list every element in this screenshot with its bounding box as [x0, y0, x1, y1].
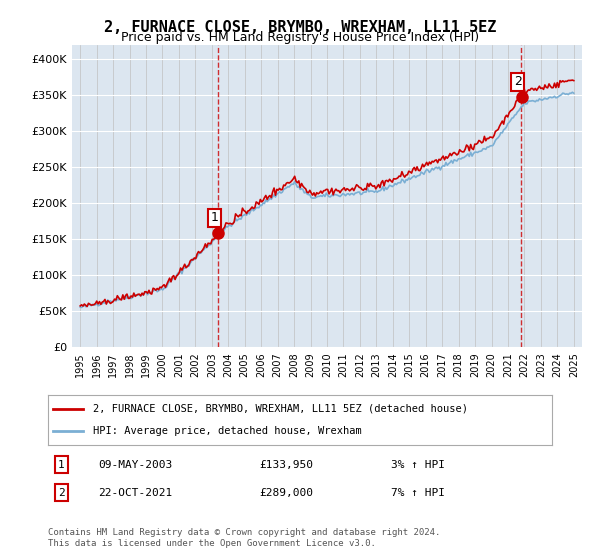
Text: 3% ↑ HPI: 3% ↑ HPI — [391, 460, 445, 470]
Text: 2: 2 — [514, 75, 522, 88]
Text: £289,000: £289,000 — [260, 488, 314, 498]
Text: HPI: Average price, detached house, Wrexham: HPI: Average price, detached house, Wrex… — [94, 426, 362, 436]
Text: £133,950: £133,950 — [260, 460, 314, 470]
Text: 2: 2 — [58, 488, 65, 498]
Text: 2, FURNACE CLOSE, BRYMBO, WREXHAM, LL11 5EZ: 2, FURNACE CLOSE, BRYMBO, WREXHAM, LL11 … — [104, 20, 496, 35]
Text: 22-OCT-2021: 22-OCT-2021 — [98, 488, 173, 498]
Text: Price paid vs. HM Land Registry's House Price Index (HPI): Price paid vs. HM Land Registry's House … — [121, 31, 479, 44]
Text: 09-MAY-2003: 09-MAY-2003 — [98, 460, 173, 470]
Text: Contains HM Land Registry data © Crown copyright and database right 2024.
This d: Contains HM Land Registry data © Crown c… — [48, 528, 440, 548]
Text: 7% ↑ HPI: 7% ↑ HPI — [391, 488, 445, 498]
Text: 1: 1 — [211, 211, 218, 224]
Text: 1: 1 — [58, 460, 65, 470]
Text: 2, FURNACE CLOSE, BRYMBO, WREXHAM, LL11 5EZ (detached house): 2, FURNACE CLOSE, BRYMBO, WREXHAM, LL11 … — [94, 404, 469, 414]
